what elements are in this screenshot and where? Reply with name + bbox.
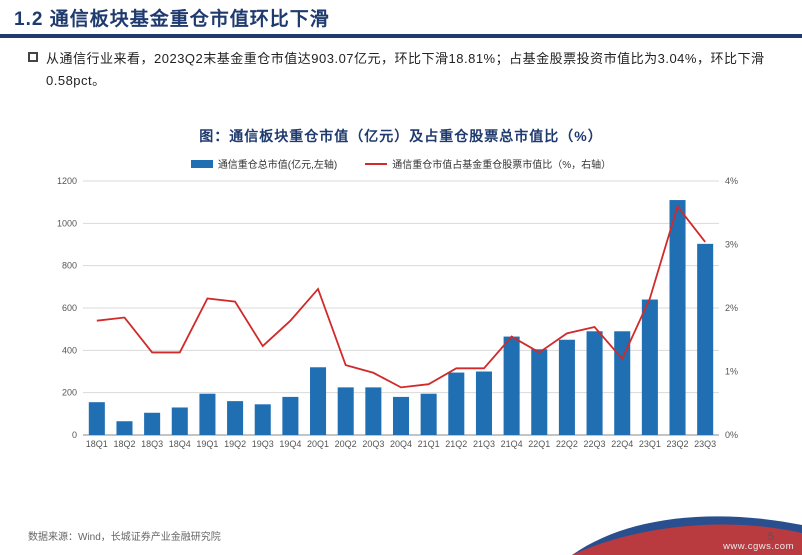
svg-text:18Q4: 18Q4 xyxy=(169,439,191,449)
svg-text:23Q1: 23Q1 xyxy=(639,439,661,449)
svg-text:19Q1: 19Q1 xyxy=(196,439,218,449)
svg-text:18Q3: 18Q3 xyxy=(141,439,163,449)
page-number: 5 xyxy=(768,531,774,543)
combo-chart: 0 200 400 600 800 1000 1200 0% 1% 2% 3% 4% 18Q1 18Q2 1… xyxy=(41,175,761,465)
svg-text:0: 0 xyxy=(72,430,77,440)
svg-text:23Q2: 23Q2 xyxy=(667,439,689,449)
bullet-row: 从通信行业来看，2023Q2末基金重仓市值达903.07亿元，环比下滑18.81… xyxy=(28,48,774,92)
svg-text:800: 800 xyxy=(62,261,77,271)
svg-text:2%: 2% xyxy=(725,303,738,313)
svg-text:1%: 1% xyxy=(725,367,738,377)
data-source: 数据来源：Wind，长城证券产业金融研究院 xyxy=(28,528,221,543)
chart-legend: 通信重仓总市值(亿元,左轴) 通信重仓市值占基金重仓股票市值比（%，右轴） xyxy=(28,156,774,171)
svg-text:19Q2: 19Q2 xyxy=(224,439,246,449)
main-paragraph: 从通信行业来看，2023Q2末基金重仓市值达903.07亿元，环比下滑18.81… xyxy=(46,48,774,92)
svg-text:19Q4: 19Q4 xyxy=(279,439,301,449)
svg-text:0%: 0% xyxy=(725,430,738,440)
legend-item-bar: 通信重仓总市值(亿元,左轴) xyxy=(191,156,337,171)
svg-text:20Q2: 20Q2 xyxy=(335,439,357,449)
body: 从通信行业来看，2023Q2末基金重仓市值达903.07亿元，环比下滑18.81… xyxy=(0,38,802,465)
svg-text:400: 400 xyxy=(62,346,77,356)
svg-text:22Q1: 22Q1 xyxy=(528,439,550,449)
legend-bar-label: 通信重仓总市值(亿元,左轴) xyxy=(218,156,337,171)
footer: 数据来源：Wind，长城证券产业金融研究院 5 xyxy=(0,525,802,555)
svg-text:19Q3: 19Q3 xyxy=(252,439,274,449)
page-title: 1.2 通信板块基金重仓市值环比下滑 xyxy=(14,4,788,31)
svg-text:18Q2: 18Q2 xyxy=(113,439,135,449)
legend-bar-swatch xyxy=(191,160,213,168)
svg-text:22Q4: 22Q4 xyxy=(611,439,633,449)
bullet-icon xyxy=(28,52,38,62)
svg-text:21Q2: 21Q2 xyxy=(445,439,467,449)
slide-page: 1.2 通信板块基金重仓市值环比下滑 从通信行业来看，2023Q2末基金重仓市值… xyxy=(0,0,802,555)
svg-text:23Q3: 23Q3 xyxy=(694,439,716,449)
legend-line-swatch xyxy=(365,163,387,165)
svg-text:4%: 4% xyxy=(725,176,738,186)
svg-text:21Q4: 21Q4 xyxy=(501,439,523,449)
svg-text:22Q3: 22Q3 xyxy=(584,439,606,449)
svg-text:18Q1: 18Q1 xyxy=(86,439,108,449)
svg-text:200: 200 xyxy=(62,388,77,398)
chart-title: 图：通信板块重仓市值（亿元）及占重仓股票总市值比（%） xyxy=(28,126,774,146)
chart-container: 0 200 400 600 800 1000 1200 0% 1% 2% 3% 4% 18Q1 18Q2 1… xyxy=(41,175,761,465)
svg-text:1200: 1200 xyxy=(57,176,77,186)
svg-text:22Q2: 22Q2 xyxy=(556,439,578,449)
svg-text:3%: 3% xyxy=(725,240,738,250)
svg-text:21Q3: 21Q3 xyxy=(473,439,495,449)
svg-text:600: 600 xyxy=(62,303,77,313)
svg-text:1000: 1000 xyxy=(57,219,77,229)
svg-text:21Q1: 21Q1 xyxy=(418,439,440,449)
svg-text:20Q4: 20Q4 xyxy=(390,439,412,449)
svg-text:20Q1: 20Q1 xyxy=(307,439,329,449)
legend-line-label: 通信重仓市值占基金重仓股票市值比（%，右轴） xyxy=(392,156,611,171)
legend-item-line: 通信重仓市值占基金重仓股票市值比（%，右轴） xyxy=(365,156,611,171)
title-bar: 1.2 通信板块基金重仓市值环比下滑 xyxy=(0,0,802,38)
svg-text:20Q3: 20Q3 xyxy=(362,439,384,449)
